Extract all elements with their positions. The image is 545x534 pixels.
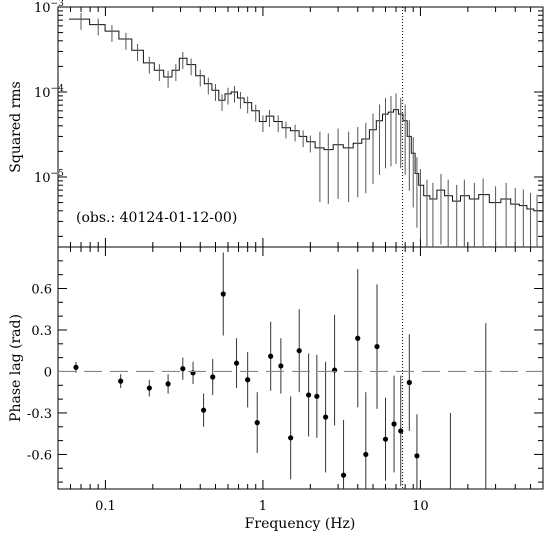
- phase-lag-point: [363, 451, 369, 458]
- phase-lag-point: [296, 348, 302, 354]
- bottom-panel-ticks: [57, 247, 544, 489]
- observation-annotation: (obs.: 40124-01-12-00): [76, 210, 237, 226]
- phase-lag-point: [306, 392, 312, 398]
- phase-lag-point: [245, 377, 251, 383]
- phase-lag-point: [340, 472, 347, 478]
- bottom-y-tick-label: 0: [44, 365, 52, 380]
- phase-lag-point: [406, 379, 412, 386]
- phase-lag-point: [233, 360, 240, 366]
- phase-lag-point: [118, 378, 124, 384]
- phase-lag-point: [254, 420, 260, 426]
- phase-lag-point: [391, 421, 397, 427]
- top-y-tick-label: 10−5: [34, 169, 64, 186]
- phase-lag-point: [374, 343, 380, 350]
- phase-lag-point: [314, 393, 320, 399]
- x-tick-label: 1: [259, 499, 267, 514]
- phase-lag-point: [180, 366, 186, 372]
- top-y-axis-title: Squared rms: [8, 81, 24, 172]
- bottom-panel-frame: [57, 246, 544, 490]
- top-y-tick-label: 10−4: [34, 84, 64, 101]
- power-spectrum-step-line: [69, 18, 543, 212]
- x-tick-label: 0.1: [95, 499, 116, 514]
- phase-lag-point: [414, 453, 420, 459]
- phase-lag-point: [398, 428, 404, 434]
- top-panel-ticks: [57, 6, 544, 247]
- tick-labels: 10−3 10−4 10−5 0.6 0.3 0 -0.3 -0.6 0.1 1 10: [27, 0, 429, 514]
- phase-lag-point: [220, 291, 226, 297]
- bottom-y-tick-label: -0.6: [27, 448, 52, 463]
- reference-lines: [58, 7, 543, 489]
- top-y-tick-label: 10−3: [34, 0, 64, 16]
- bottom-y-tick-label: 0.3: [31, 324, 52, 339]
- phase-lag-point: [288, 435, 294, 441]
- phase-lag-point: [268, 353, 274, 359]
- bottom-y-axis-title: Phase lag (rad): [8, 314, 24, 422]
- phase-lag-point: [355, 335, 361, 341]
- phase-lag-point: [382, 436, 389, 442]
- x-tick-label: 10: [412, 499, 429, 514]
- power-spectrum-series: [69, 13, 543, 247]
- phase-lag-point: [165, 381, 171, 387]
- x-axis-title: Frequency (Hz): [245, 516, 356, 532]
- phase-lag-point: [146, 385, 152, 391]
- phase-lag-point: [210, 374, 216, 380]
- bottom-y-tick-label: -0.3: [27, 407, 52, 422]
- phase-lag-point: [278, 363, 284, 369]
- phase-lag-point: [200, 407, 207, 413]
- phase-lag-point: [323, 414, 329, 420]
- phase-lag-series: [73, 252, 487, 489]
- bottom-y-tick-label: 0.6: [31, 282, 52, 297]
- phase-lag-point: [73, 364, 79, 370]
